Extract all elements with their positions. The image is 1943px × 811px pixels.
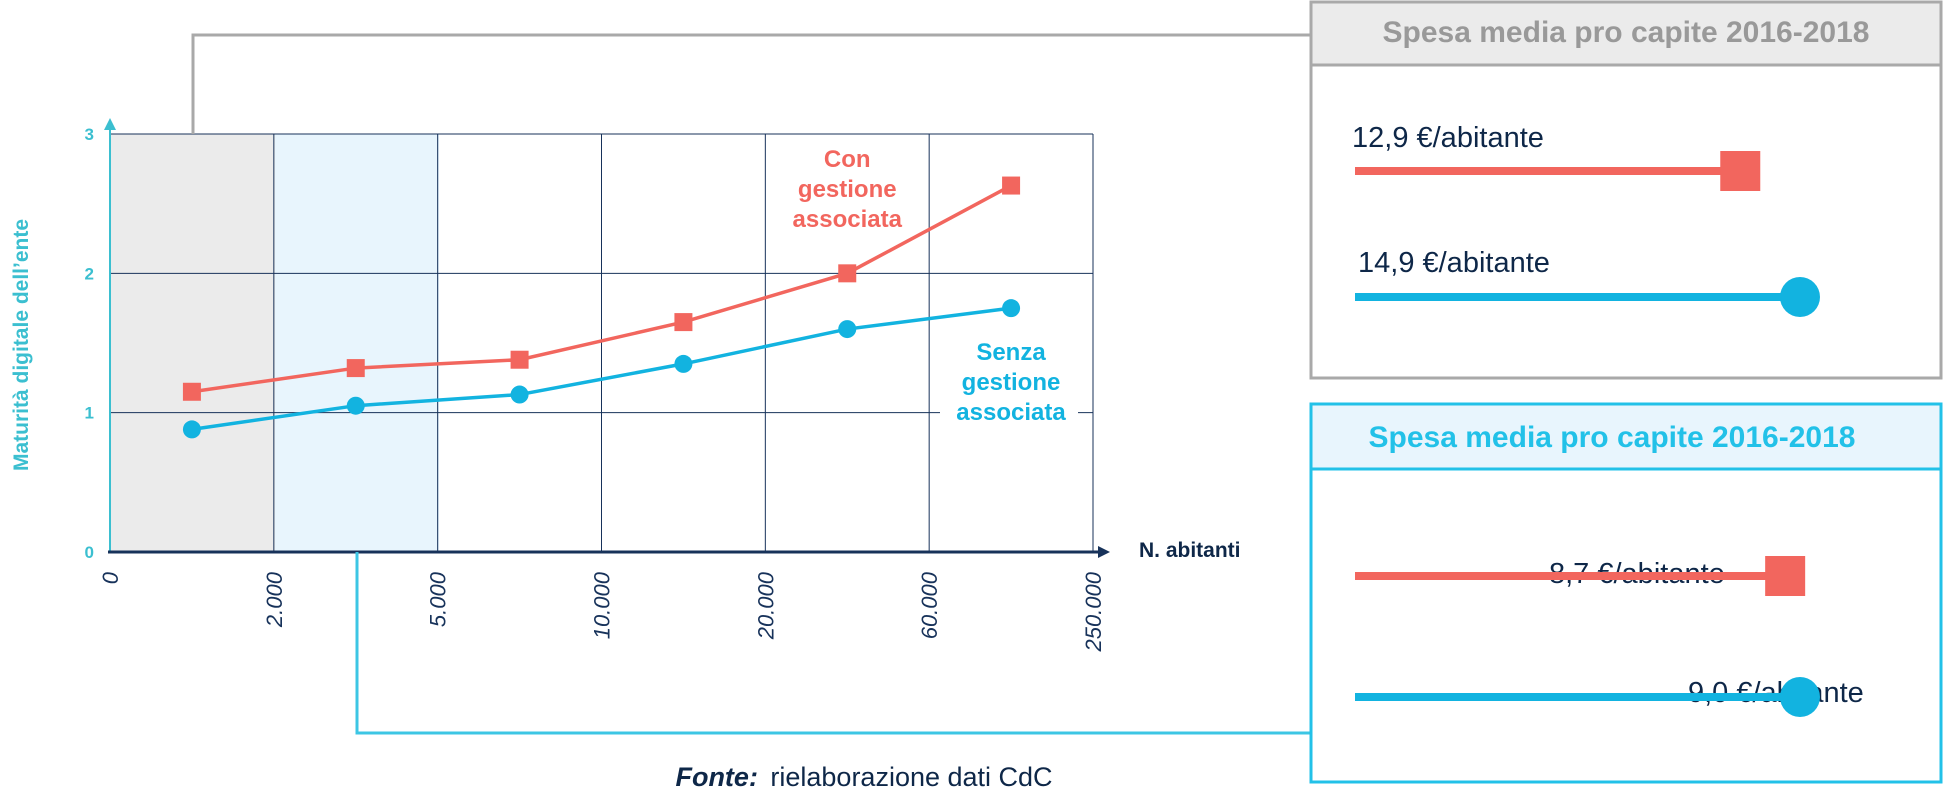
connector-grey (191, 33, 1311, 134)
source-text: rielaborazione dati CdC (770, 762, 1052, 792)
panel-spending-blue: Spesa media pro capite 2016-2018 8,7 €/a… (1309, 402, 1943, 784)
x-tick-label: 10.000 (590, 571, 615, 639)
spending-marker (1720, 151, 1761, 191)
x-ticks: 0 2.000 5.000 10.000 20.000 60.000 250.000 (98, 571, 1106, 652)
x-tick-label: 20.000 (753, 571, 778, 640)
y-tick-label: 0 (85, 543, 94, 562)
y-tick-label: 3 (85, 125, 94, 144)
x-tick-label: 2.000 (262, 571, 287, 628)
x-tick-label: 5.000 (426, 571, 451, 627)
panel-value-label: 12,9 €/abitante (1352, 122, 1544, 154)
panel-spending-grey: Spesa media pro capite 2016-2018 12,9 €/… (1309, 0, 1943, 380)
data-point (1002, 176, 1021, 195)
data-point (674, 354, 693, 373)
data-point (838, 264, 857, 283)
spending-marker (1765, 556, 1806, 596)
data-point (346, 396, 365, 415)
band-mid-municipalities (275, 134, 439, 552)
x-tick-label: 0 (98, 571, 123, 584)
y-axis-label: Maturità digitale dell’ente (10, 219, 33, 471)
series-label-line: Senza (976, 339, 1046, 366)
series-label-line: associata (956, 399, 1066, 426)
data-point (838, 320, 857, 339)
series-line-1 (191, 306, 1012, 432)
source-note: Fonte: rielaborazione dati CdC (675, 762, 1052, 792)
data-point (182, 382, 201, 401)
series-label-line: Con (824, 146, 871, 173)
x-axis-arrow-icon (1098, 546, 1110, 558)
series-labels: Con gestione associata Senza gestione associa… (793, 146, 1078, 428)
series-layer (182, 176, 1021, 439)
x-axis-label: N. abitanti (1139, 539, 1241, 562)
data-point (182, 420, 201, 439)
series-label-line: gestione (962, 369, 1061, 396)
grid (110, 133, 1094, 552)
source-bold: Fonte: (675, 762, 757, 792)
series-line-0 (191, 184, 1012, 394)
panel-title: Spesa media pro capite 2016-2018 (1369, 421, 1856, 454)
data-point (674, 313, 693, 332)
panel-value-label: 14,9 €/abitante (1358, 247, 1550, 279)
data-point (346, 359, 365, 378)
y-ticks: 0 1 2 3 (85, 125, 94, 562)
x-tick-label: 250.000 (1081, 571, 1106, 652)
connector-blue (355, 552, 1311, 735)
panel-bars (1355, 556, 1820, 717)
y-tick-label: 2 (85, 264, 94, 283)
data-point (1002, 299, 1021, 318)
y-tick-label: 1 (85, 404, 94, 423)
x-tick-label: 60.000 (917, 571, 942, 639)
label-backing (940, 336, 1078, 428)
spending-marker (1780, 677, 1820, 717)
series-label-line: gestione (798, 176, 897, 203)
data-point (510, 350, 529, 369)
panel-bars (1355, 151, 1820, 317)
band-small-municipalities (110, 134, 275, 552)
data-point (510, 385, 529, 404)
series-label-line: associata (793, 206, 903, 233)
y-axis-arrow-icon (104, 118, 116, 130)
panel-title: Spesa media pro capite 2016-2018 (1383, 16, 1870, 49)
spending-marker (1780, 277, 1820, 317)
